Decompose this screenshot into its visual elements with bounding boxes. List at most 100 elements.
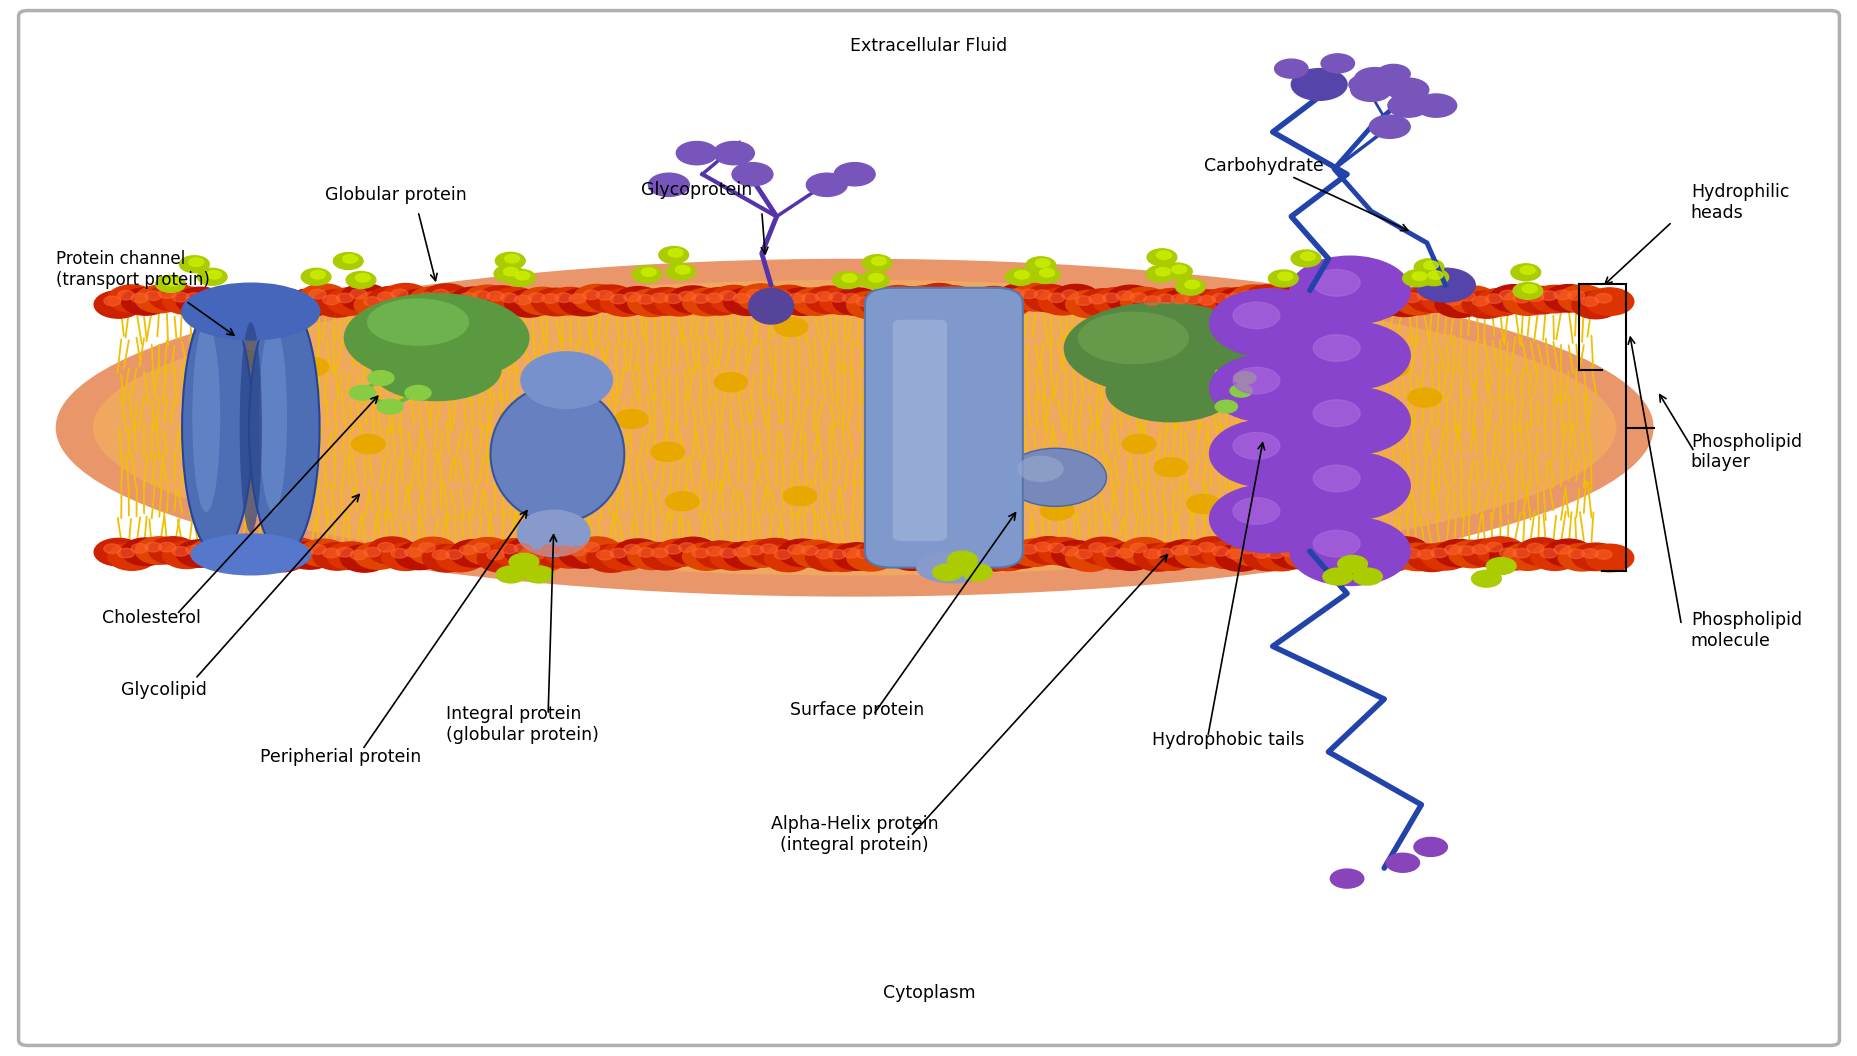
Circle shape bbox=[1434, 540, 1482, 567]
Circle shape bbox=[204, 540, 253, 567]
Circle shape bbox=[245, 463, 279, 482]
Circle shape bbox=[966, 295, 982, 304]
Circle shape bbox=[1307, 543, 1324, 552]
Circle shape bbox=[806, 544, 854, 571]
Circle shape bbox=[613, 286, 663, 314]
Circle shape bbox=[1458, 291, 1474, 301]
Circle shape bbox=[490, 539, 539, 566]
Circle shape bbox=[1157, 294, 1174, 304]
Circle shape bbox=[819, 544, 867, 571]
Circle shape bbox=[1330, 869, 1363, 888]
Circle shape bbox=[1421, 543, 1469, 570]
Circle shape bbox=[1552, 290, 1571, 300]
Circle shape bbox=[364, 547, 381, 557]
Circle shape bbox=[682, 543, 730, 570]
Ellipse shape bbox=[249, 301, 319, 554]
Circle shape bbox=[1348, 545, 1365, 554]
Circle shape bbox=[524, 566, 553, 583]
Circle shape bbox=[1185, 280, 1200, 288]
Circle shape bbox=[1116, 290, 1133, 300]
Circle shape bbox=[299, 540, 347, 567]
Circle shape bbox=[1185, 546, 1201, 555]
Circle shape bbox=[1075, 549, 1092, 559]
Circle shape bbox=[392, 548, 409, 559]
Circle shape bbox=[1387, 94, 1428, 117]
Circle shape bbox=[381, 283, 429, 310]
Circle shape bbox=[531, 288, 579, 316]
Circle shape bbox=[713, 142, 754, 165]
Circle shape bbox=[189, 290, 238, 318]
Ellipse shape bbox=[180, 283, 321, 340]
Circle shape bbox=[1474, 288, 1523, 316]
Circle shape bbox=[631, 266, 661, 283]
Circle shape bbox=[1365, 544, 1415, 571]
Circle shape bbox=[1174, 289, 1222, 317]
Circle shape bbox=[1187, 494, 1220, 513]
Circle shape bbox=[449, 540, 498, 567]
Circle shape bbox=[1445, 545, 1461, 554]
Circle shape bbox=[1307, 289, 1324, 299]
Circle shape bbox=[719, 548, 735, 558]
Circle shape bbox=[1298, 284, 1346, 312]
Circle shape bbox=[295, 547, 312, 557]
Ellipse shape bbox=[1016, 455, 1062, 482]
Text: Cytoplasm: Cytoplasm bbox=[882, 983, 975, 1002]
Circle shape bbox=[1075, 296, 1092, 305]
Circle shape bbox=[1448, 541, 1497, 568]
Circle shape bbox=[784, 487, 817, 506]
Text: Alpha-Helix protein
(integral protein): Alpha-Helix protein (integral protein) bbox=[771, 815, 938, 853]
Circle shape bbox=[241, 291, 258, 301]
Circle shape bbox=[993, 295, 1010, 304]
Circle shape bbox=[1252, 290, 1270, 300]
Circle shape bbox=[665, 492, 698, 511]
Circle shape bbox=[1526, 544, 1543, 553]
Circle shape bbox=[1571, 291, 1619, 319]
Circle shape bbox=[1417, 549, 1434, 560]
Circle shape bbox=[897, 548, 914, 558]
Circle shape bbox=[158, 288, 175, 299]
Ellipse shape bbox=[344, 293, 529, 382]
Circle shape bbox=[800, 546, 819, 555]
Circle shape bbox=[286, 289, 334, 317]
Circle shape bbox=[368, 371, 394, 385]
Circle shape bbox=[1322, 568, 1352, 585]
Circle shape bbox=[916, 541, 964, 568]
Circle shape bbox=[271, 290, 319, 318]
Circle shape bbox=[446, 550, 462, 560]
Circle shape bbox=[676, 142, 717, 165]
Circle shape bbox=[286, 542, 334, 569]
Circle shape bbox=[1313, 400, 1359, 427]
Circle shape bbox=[1014, 270, 1029, 279]
Circle shape bbox=[951, 297, 969, 306]
Circle shape bbox=[1174, 541, 1222, 568]
Circle shape bbox=[1512, 282, 1541, 299]
Circle shape bbox=[199, 297, 217, 306]
Circle shape bbox=[791, 541, 839, 568]
Circle shape bbox=[405, 385, 431, 400]
Circle shape bbox=[1445, 296, 1461, 305]
Ellipse shape bbox=[240, 322, 262, 533]
Circle shape bbox=[1233, 372, 1255, 384]
Circle shape bbox=[487, 550, 503, 560]
Circle shape bbox=[149, 536, 197, 564]
Circle shape bbox=[1006, 546, 1023, 555]
Circle shape bbox=[1300, 252, 1315, 261]
Circle shape bbox=[979, 549, 995, 559]
Circle shape bbox=[433, 550, 449, 560]
Circle shape bbox=[897, 293, 914, 302]
Circle shape bbox=[355, 274, 370, 282]
Circle shape bbox=[1257, 544, 1305, 571]
Circle shape bbox=[308, 545, 325, 554]
Circle shape bbox=[734, 294, 750, 303]
Ellipse shape bbox=[260, 322, 286, 512]
Circle shape bbox=[1161, 540, 1209, 567]
Circle shape bbox=[871, 257, 886, 265]
Circle shape bbox=[910, 430, 943, 449]
Circle shape bbox=[669, 286, 717, 314]
Circle shape bbox=[856, 297, 873, 306]
Circle shape bbox=[969, 286, 1018, 314]
Text: Hydrophobic tails: Hydrophobic tails bbox=[1151, 731, 1304, 750]
Circle shape bbox=[1289, 257, 1409, 324]
Circle shape bbox=[258, 544, 306, 571]
Circle shape bbox=[884, 291, 901, 301]
